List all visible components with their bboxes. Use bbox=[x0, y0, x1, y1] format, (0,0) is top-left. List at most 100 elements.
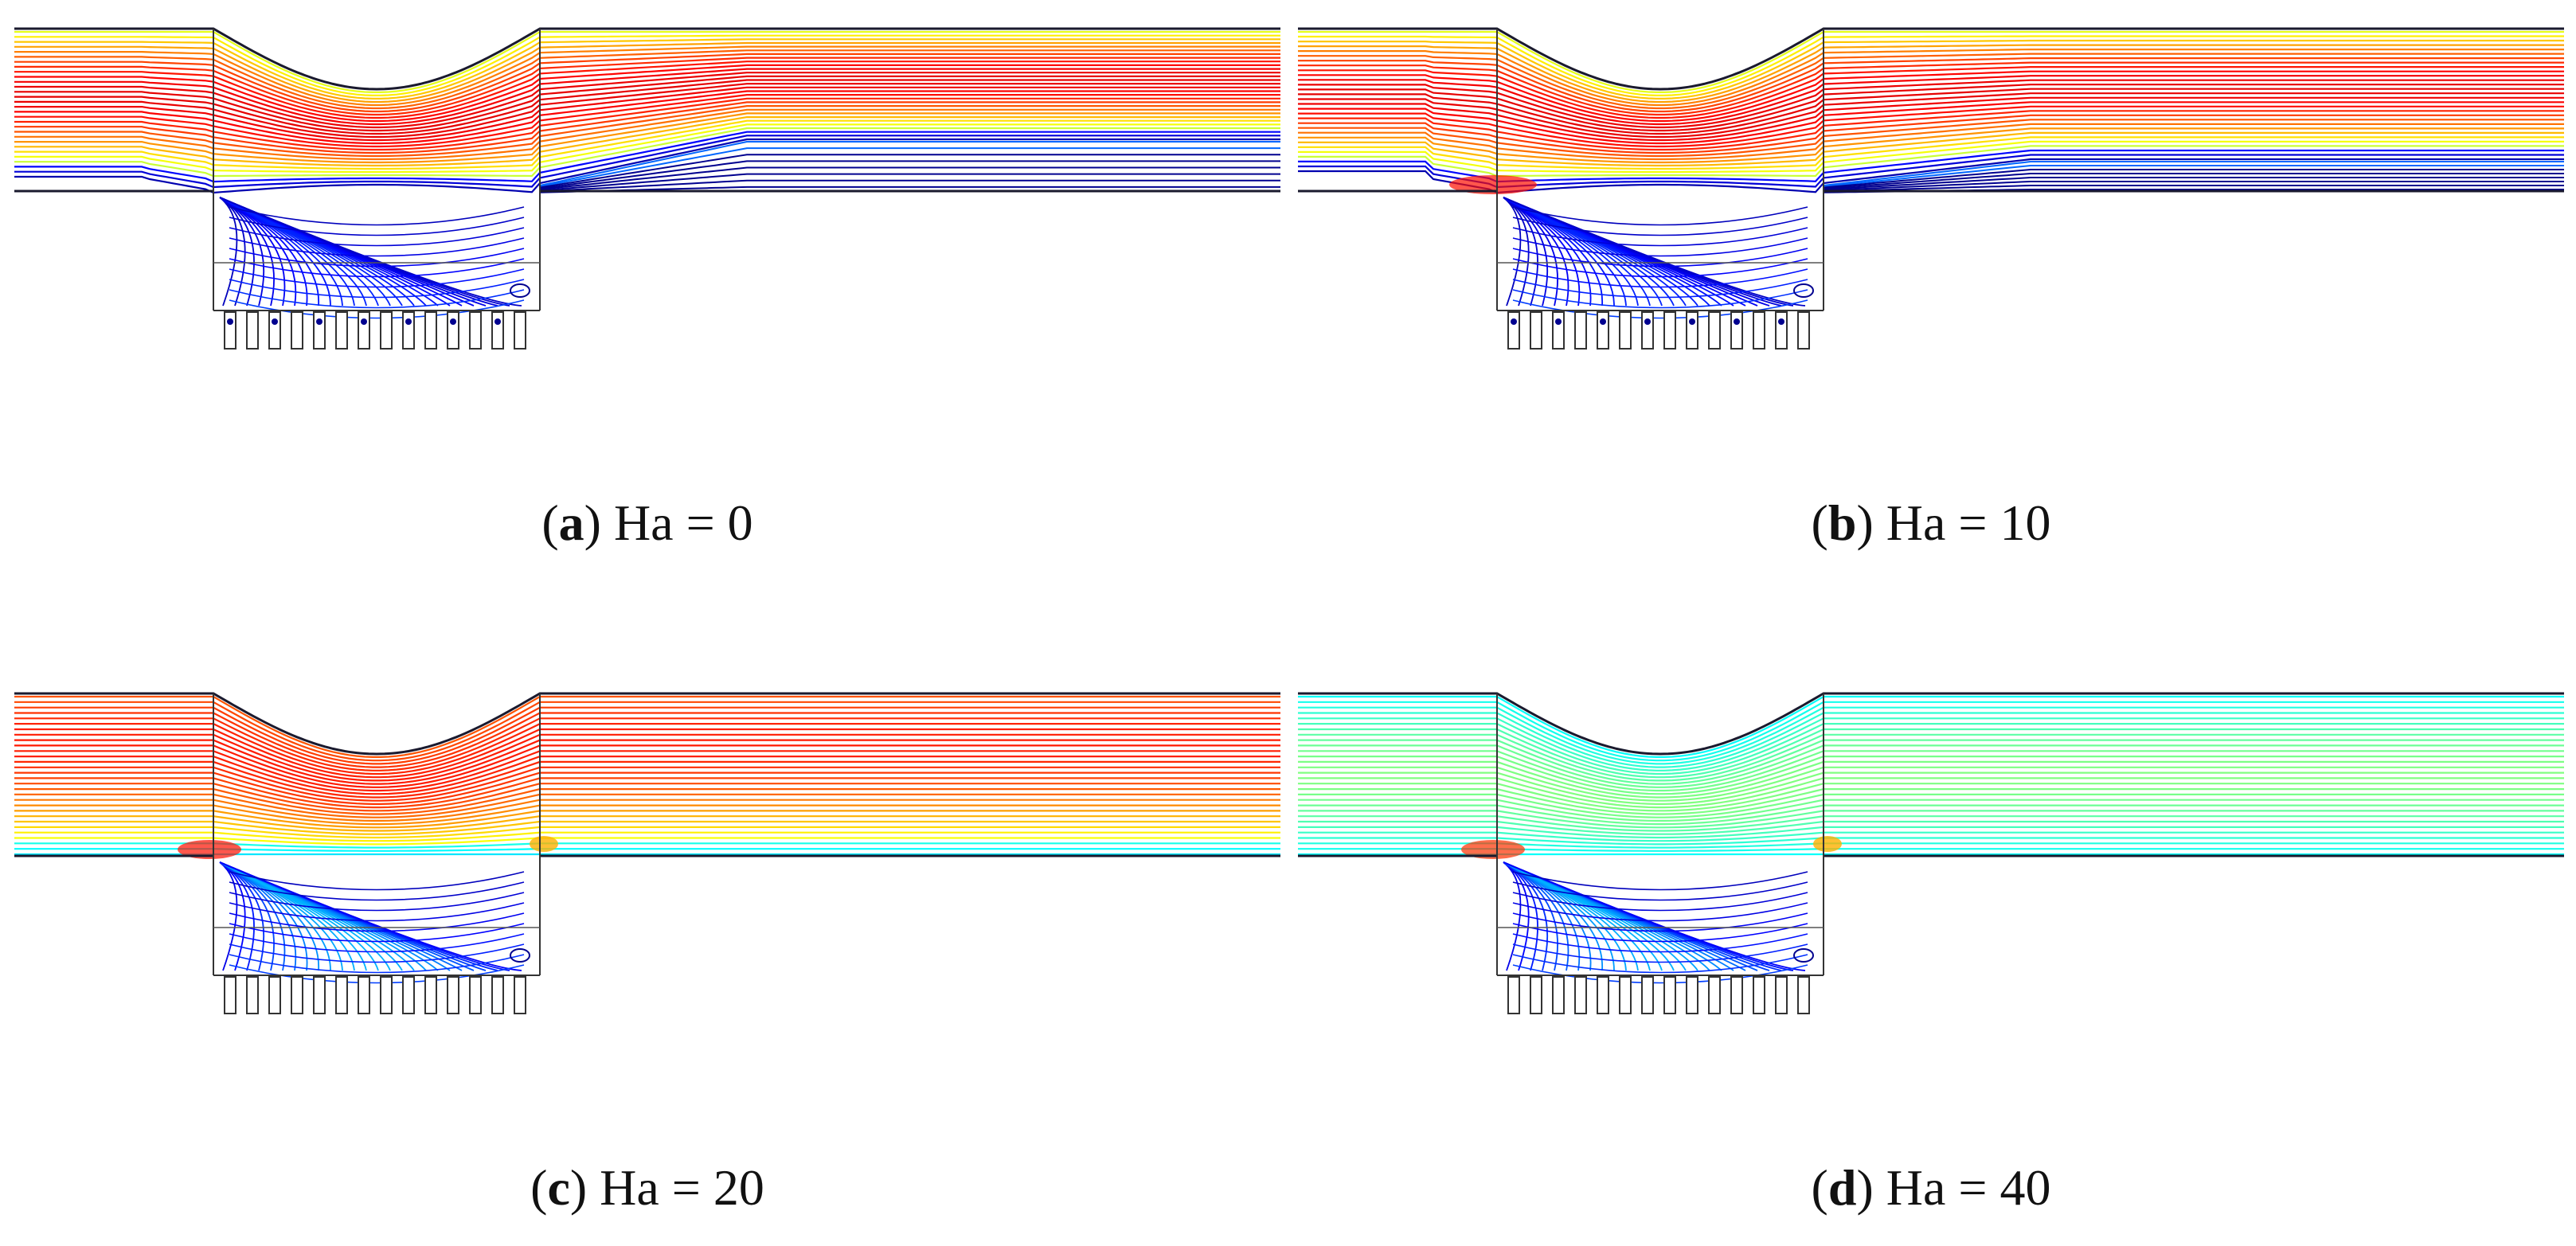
chamber-streamline bbox=[229, 206, 525, 226]
nozzle bbox=[424, 311, 437, 350]
streamline bbox=[14, 695, 1280, 758]
streamline bbox=[14, 706, 1280, 765]
nozzle bbox=[1775, 311, 1788, 350]
outlet-hotspot bbox=[530, 836, 558, 852]
corner-vortex bbox=[1793, 948, 1814, 963]
nozzle-vortex bbox=[1734, 318, 1740, 325]
streamline bbox=[1298, 123, 2564, 161]
streamline bbox=[1298, 826, 2564, 839]
nozzle-row bbox=[224, 311, 526, 350]
streamline bbox=[1298, 105, 2564, 148]
streamline bbox=[14, 831, 1280, 842]
streamline-plot bbox=[1298, 692, 2564, 1014]
streamline bbox=[1298, 701, 2564, 762]
chamber-streamline bbox=[1503, 197, 1538, 307]
nozzle bbox=[469, 311, 482, 350]
streamline bbox=[14, 135, 1280, 189]
outlet-hotspot bbox=[1813, 836, 1842, 852]
nozzle-vortex bbox=[405, 318, 412, 325]
streamline bbox=[1298, 79, 2564, 129]
chamber-streamline bbox=[219, 197, 246, 307]
chamber-streamline bbox=[229, 299, 525, 319]
streamline bbox=[1298, 119, 2564, 158]
streamline bbox=[14, 86, 1280, 142]
chamber-streamlines bbox=[219, 197, 530, 319]
streamline bbox=[14, 112, 1280, 164]
streamline bbox=[14, 826, 1280, 839]
streamline bbox=[14, 799, 1280, 822]
chamber-streamline bbox=[219, 861, 238, 971]
streamline bbox=[14, 777, 1280, 809]
chamber-streamline bbox=[219, 861, 522, 971]
chamber-streamline bbox=[1512, 237, 1808, 257]
chamber-streamline bbox=[1512, 943, 1808, 963]
streamline bbox=[1298, 96, 2564, 142]
streamline bbox=[1298, 766, 2564, 802]
chamber-streamline bbox=[1512, 227, 1808, 247]
streamline bbox=[14, 64, 1280, 123]
chamber-streamlines bbox=[1503, 197, 1814, 319]
streamline bbox=[1298, 788, 2564, 815]
nozzle-vortex bbox=[450, 318, 456, 325]
chamber-streamline bbox=[1512, 217, 1808, 236]
chamber-streamline bbox=[219, 197, 522, 307]
streamline bbox=[14, 750, 1280, 792]
nozzle bbox=[380, 976, 393, 1014]
nozzle-vortex bbox=[494, 318, 501, 325]
chamber-streamline bbox=[1512, 871, 1808, 891]
streamline-plot bbox=[1298, 27, 2564, 350]
streamline bbox=[1298, 57, 2564, 113]
chamber-streamline bbox=[1512, 268, 1808, 288]
streamline bbox=[14, 733, 1280, 782]
wake-line bbox=[539, 141, 1280, 186]
chamber-streamline bbox=[229, 237, 525, 257]
caption-letter: d bbox=[1827, 1159, 1857, 1216]
top-wall bbox=[1298, 692, 2564, 756]
wake-recirculation bbox=[1823, 161, 2564, 193]
channel-walls bbox=[1298, 27, 2564, 311]
chamber-streamline bbox=[229, 279, 525, 299]
nozzle bbox=[380, 311, 393, 350]
chamber-streamline bbox=[1512, 954, 1808, 974]
caption-letter: b bbox=[1827, 494, 1857, 551]
chamber-streamline bbox=[229, 912, 525, 932]
caption: (c) Ha = 20 bbox=[530, 1159, 764, 1216]
chamber-streamline bbox=[219, 197, 255, 307]
wake-line bbox=[1823, 165, 2564, 188]
corner-vortex bbox=[510, 283, 530, 298]
nozzle bbox=[246, 976, 259, 1014]
nozzle bbox=[1641, 976, 1654, 1014]
chamber-streamline bbox=[229, 871, 525, 891]
streamline bbox=[14, 101, 1280, 154]
nozzle bbox=[1530, 976, 1542, 1014]
chamber-streamline bbox=[1512, 258, 1808, 278]
nozzle bbox=[447, 311, 459, 350]
chamber-streamline bbox=[1503, 197, 1522, 307]
inlet-hotspot bbox=[1461, 840, 1525, 859]
nozzle bbox=[1597, 311, 1609, 350]
streamline bbox=[1298, 739, 2564, 785]
streamline bbox=[1298, 61, 2564, 116]
streamline bbox=[14, 712, 1280, 768]
wake-line bbox=[539, 147, 1280, 188]
streamline bbox=[14, 701, 1280, 762]
nozzle bbox=[1552, 311, 1565, 350]
streamline bbox=[14, 79, 1280, 135]
streamline bbox=[14, 61, 1280, 119]
streamline bbox=[1298, 756, 2564, 795]
wake-line bbox=[539, 166, 1280, 190]
nozzle bbox=[402, 976, 415, 1014]
wake-line bbox=[539, 186, 1280, 193]
streamline bbox=[14, 94, 1280, 148]
nozzle bbox=[447, 976, 459, 1014]
nozzle bbox=[1597, 976, 1609, 1014]
streamline bbox=[1298, 804, 2564, 826]
streamline bbox=[14, 131, 1280, 183]
streamline bbox=[1298, 84, 2564, 132]
nozzle bbox=[1797, 976, 1810, 1014]
nozzle bbox=[1663, 976, 1676, 1014]
streamline bbox=[14, 45, 1280, 107]
streamline bbox=[14, 127, 1280, 178]
streamline bbox=[1298, 101, 2564, 145]
chamber-streamline bbox=[1512, 289, 1808, 309]
